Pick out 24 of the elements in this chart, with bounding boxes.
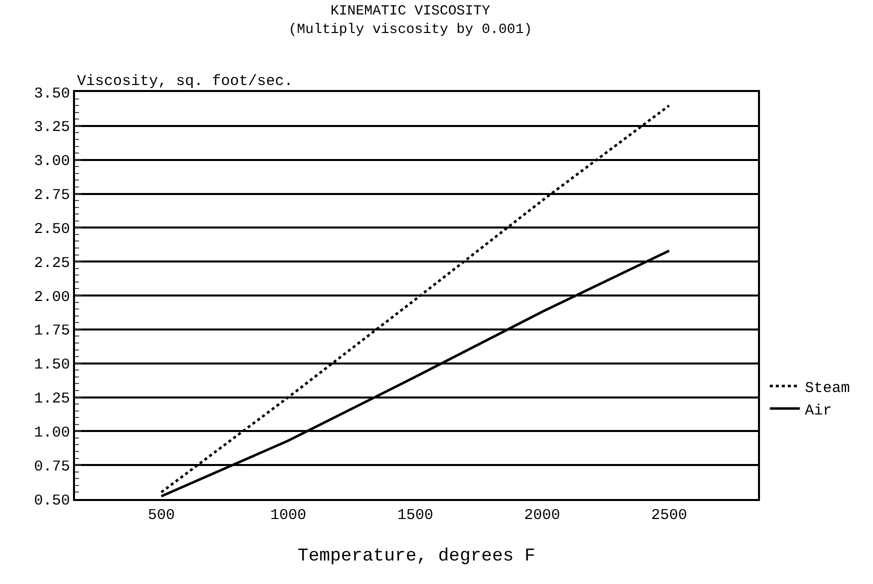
legend-label: Air bbox=[804, 402, 832, 420]
y-tick-label: 0.50 bbox=[34, 492, 70, 510]
legend-label: Steam bbox=[804, 380, 850, 397]
x-tick-label: 500 bbox=[148, 507, 175, 524]
chart-title: KINEMATIC VISCOSITY bbox=[330, 4, 491, 20]
y-tick-label: 1.00 bbox=[34, 424, 70, 442]
y-tick-label: 3.50 bbox=[34, 85, 70, 102]
y-tick-label: 2.00 bbox=[34, 288, 70, 306]
x-tick-label: 1000 bbox=[270, 507, 306, 524]
y-tick-label: 3.00 bbox=[34, 153, 70, 170]
y-tick-label: 3.25 bbox=[34, 119, 70, 136]
y-tick-label: 0.75 bbox=[34, 458, 70, 476]
x-axis-title: Temperature, degrees F bbox=[298, 546, 536, 567]
y-tick-label: 1.75 bbox=[34, 322, 70, 340]
y-tick-label: 2.75 bbox=[34, 187, 70, 204]
x-tick-label: 2500 bbox=[651, 507, 688, 524]
x-tick-label: 1500 bbox=[397, 507, 434, 524]
x-tick-label: 2000 bbox=[524, 507, 560, 524]
y-tick-label: 1.50 bbox=[34, 356, 70, 374]
chart-subtitle: (Multiply viscosity by 0.001) bbox=[288, 22, 532, 38]
y-axis-title: Viscosity, sq. foot/sec. bbox=[77, 73, 294, 90]
y-tick-label: 1.25 bbox=[34, 390, 70, 408]
y-tick-label: 2.25 bbox=[34, 254, 70, 272]
y-tick-label: 2.50 bbox=[34, 220, 70, 238]
